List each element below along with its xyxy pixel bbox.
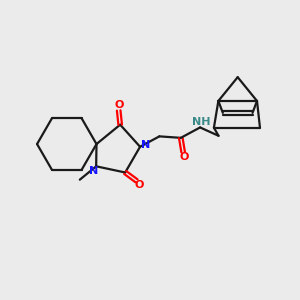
Text: N: N (141, 140, 150, 150)
Text: O: O (179, 152, 188, 162)
Text: NH: NH (192, 117, 211, 127)
Text: O: O (135, 180, 144, 190)
Text: O: O (114, 100, 123, 110)
Text: N: N (89, 166, 98, 176)
